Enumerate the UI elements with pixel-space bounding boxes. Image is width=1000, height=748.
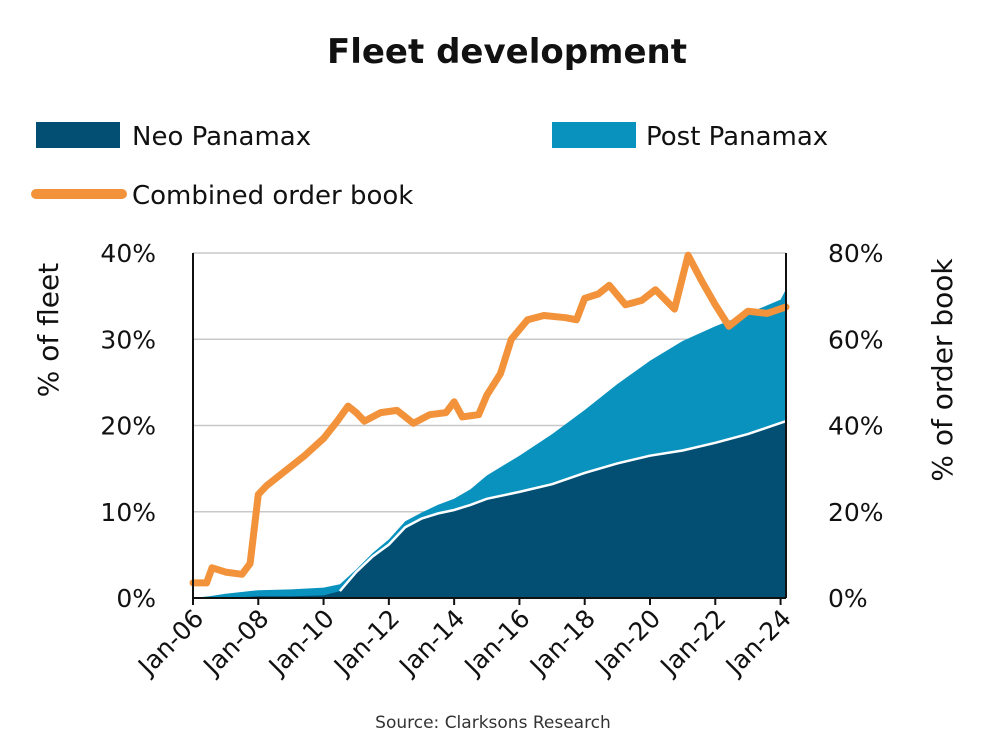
legend-label-neo-panamax: Neo Panamax [132,122,311,152]
y-axis-right-label: % of order book [926,258,959,482]
legend-label-post-panamax: Post Panamax [646,122,828,152]
source-note: Source: Clarksons Research [375,713,611,733]
axes [192,253,787,605]
x-tick-label: Jan-24 [719,604,797,682]
x-tick-label: Jan-06 [131,604,209,682]
y-right-tick-label: 40% [828,412,884,441]
plot-lines [189,251,790,587]
legend-label-combined-order-book: Combined order book [132,181,413,211]
y-left-tick-label: 20% [100,412,156,441]
legend-swatch-post-panamax [552,122,636,148]
neo-panamax-boundary [338,420,787,592]
y-axis-left-label: % of fleet [32,263,65,397]
y-right-tick-label: 20% [828,498,884,527]
x-tick-label: Jan-16 [458,604,536,682]
y-left-tick-label: 40% [100,239,156,268]
y-right-tick-label: 0% [828,584,868,613]
legend: Neo Panamax Post Panamax Combined order … [31,122,828,211]
y-left-tick-label: 0% [116,584,156,613]
y-left-tick-label: 10% [100,498,156,527]
x-tick-label: Jan-10 [262,604,340,682]
x-tick-label: Jan-08 [196,604,274,682]
x-tick-label: Jan-14 [392,604,470,682]
legend-swatch-neo-panamax [36,122,120,148]
x-tick-label: Jan-20 [588,604,666,682]
x-tick-label: Jan-12 [327,604,405,682]
chart-title: Fleet development [327,32,687,72]
x-tick-label: Jan-18 [523,604,601,682]
area-neo-panamax [193,421,786,598]
line-combined-order-book [189,251,790,587]
y-left-tick-label: 30% [100,325,156,354]
x-tick-label: Jan-22 [653,604,731,682]
y-right-tick-label: 60% [828,325,884,354]
y-right-tick-label: 80% [828,239,884,268]
plot-areas [193,289,787,598]
